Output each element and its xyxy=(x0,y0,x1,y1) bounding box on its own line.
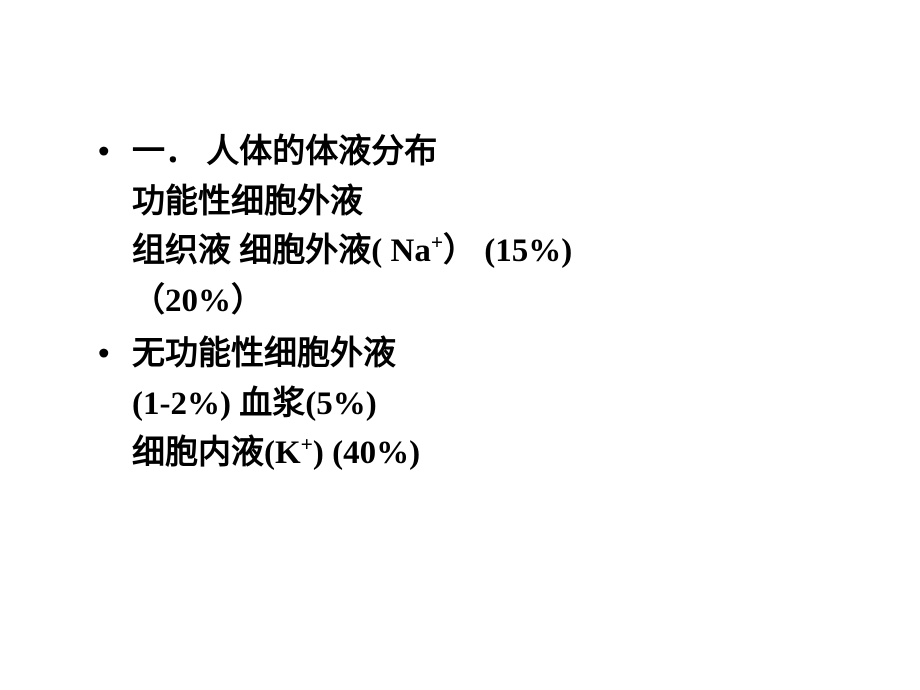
text-line: (1-2%) 血浆(5%) xyxy=(132,380,920,430)
text-line: 一． 人体的体液分布 xyxy=(132,128,920,178)
slide: 一． 人体的体液分布 功能性细胞外液 组织液 细胞外液( Na+） (15%) … xyxy=(0,0,920,690)
text-line: 细胞内液(K+) (40%) xyxy=(132,429,920,479)
text-line: 无功能性细胞外液 xyxy=(132,330,920,380)
bullet-item: 一． 人体的体液分布 功能性细胞外液 组织液 细胞外液( Na+） (15%) … xyxy=(90,128,920,326)
bullet-list: 一． 人体的体液分布 功能性细胞外液 组织液 细胞外液( Na+） (15%) … xyxy=(90,128,920,479)
text-line: 组织液 细胞外液( Na+） (15%) xyxy=(132,227,920,277)
text-line: （20%） xyxy=(132,277,920,327)
text-line: 功能性细胞外液 xyxy=(132,178,920,228)
bullet-item: 无功能性细胞外液 (1-2%) 血浆(5%) 细胞内液(K+) (40%) xyxy=(90,330,920,479)
